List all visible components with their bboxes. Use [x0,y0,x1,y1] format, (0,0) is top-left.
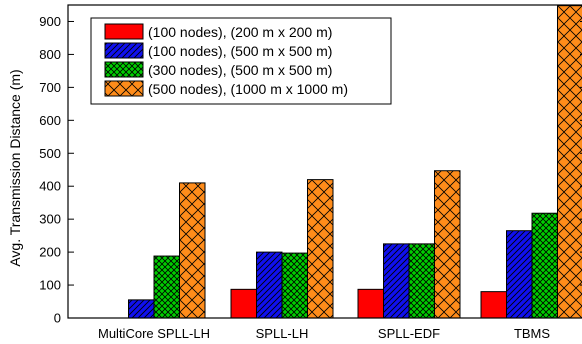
y-tick-label: 200 [39,245,61,260]
legend-label-3: (300 nodes), (500 m x 500 m) [148,62,332,78]
x-axis-labels: MultiCore SPLL-LH SPLL-LH SPLL-EDF TBMS [98,326,550,341]
x-tick-label: TBMS [514,326,550,341]
legend-label-4: (500 nodes), (1000 m x 1000 m) [148,81,348,97]
y-tick-label: 0 [54,311,61,326]
bar-spll-edf-series-4 [434,170,461,319]
bar-tbms-series-3 [531,212,558,319]
x-tick-label: SPLL-LH [256,326,309,341]
legend-swatch-1 [104,23,144,40]
y-tick-label: 400 [39,179,61,194]
y-tick-label: 800 [39,47,61,62]
y-tick-label: 600 [39,113,61,128]
y-tick-label: 100 [39,278,61,293]
legend-swatch-4 [104,80,144,97]
bar-spll-edf-series-1 [357,288,384,319]
bar-spll-lh-series-1 [230,288,257,319]
legend-label-2: (100 nodes), (500 m x 500 m) [148,43,332,59]
bar-spll-edf-series-3 [408,243,435,319]
y-tick-label: 300 [39,212,61,227]
bar-spll-lh-series-3 [281,252,308,319]
x-tick-label: MultiCore SPLL-LH [98,326,210,341]
y-axis-ticks: 0 100 200 300 400 500 600 700 800 900 [39,14,582,326]
bars-group [128,5,582,319]
legend: (100 nodes), (200 m x 200 m) (100 nodes),… [90,17,392,105]
bar-spll-lh-series-4 [307,179,334,319]
bar-tbms-series-2 [506,230,533,319]
bar-spll-edf-series-2 [383,243,410,319]
bar-spll-lh-series-2 [256,251,283,319]
bar-multicore-spll-lh-series-2 [128,299,155,319]
x-tick-label: SPLL-EDF [378,326,440,341]
bar-multicore-spll-lh-series-4 [179,182,206,319]
y-tick-label: 900 [39,14,61,29]
y-tick-label: 700 [39,80,61,95]
legend-label-1: (100 nodes), (200 m x 200 m) [148,24,332,40]
bar-tbms-series-1 [480,291,507,319]
bar-tbms-series-4 [557,5,582,319]
y-axis-title: Avg. Transmission Distance (m) [7,69,23,266]
bar-multicore-spll-lh-series-3 [153,255,180,319]
y-tick-label: 500 [39,146,61,161]
legend-swatch-2 [104,42,144,59]
legend-swatch-3 [104,61,144,78]
plot-area-frame [67,4,582,319]
